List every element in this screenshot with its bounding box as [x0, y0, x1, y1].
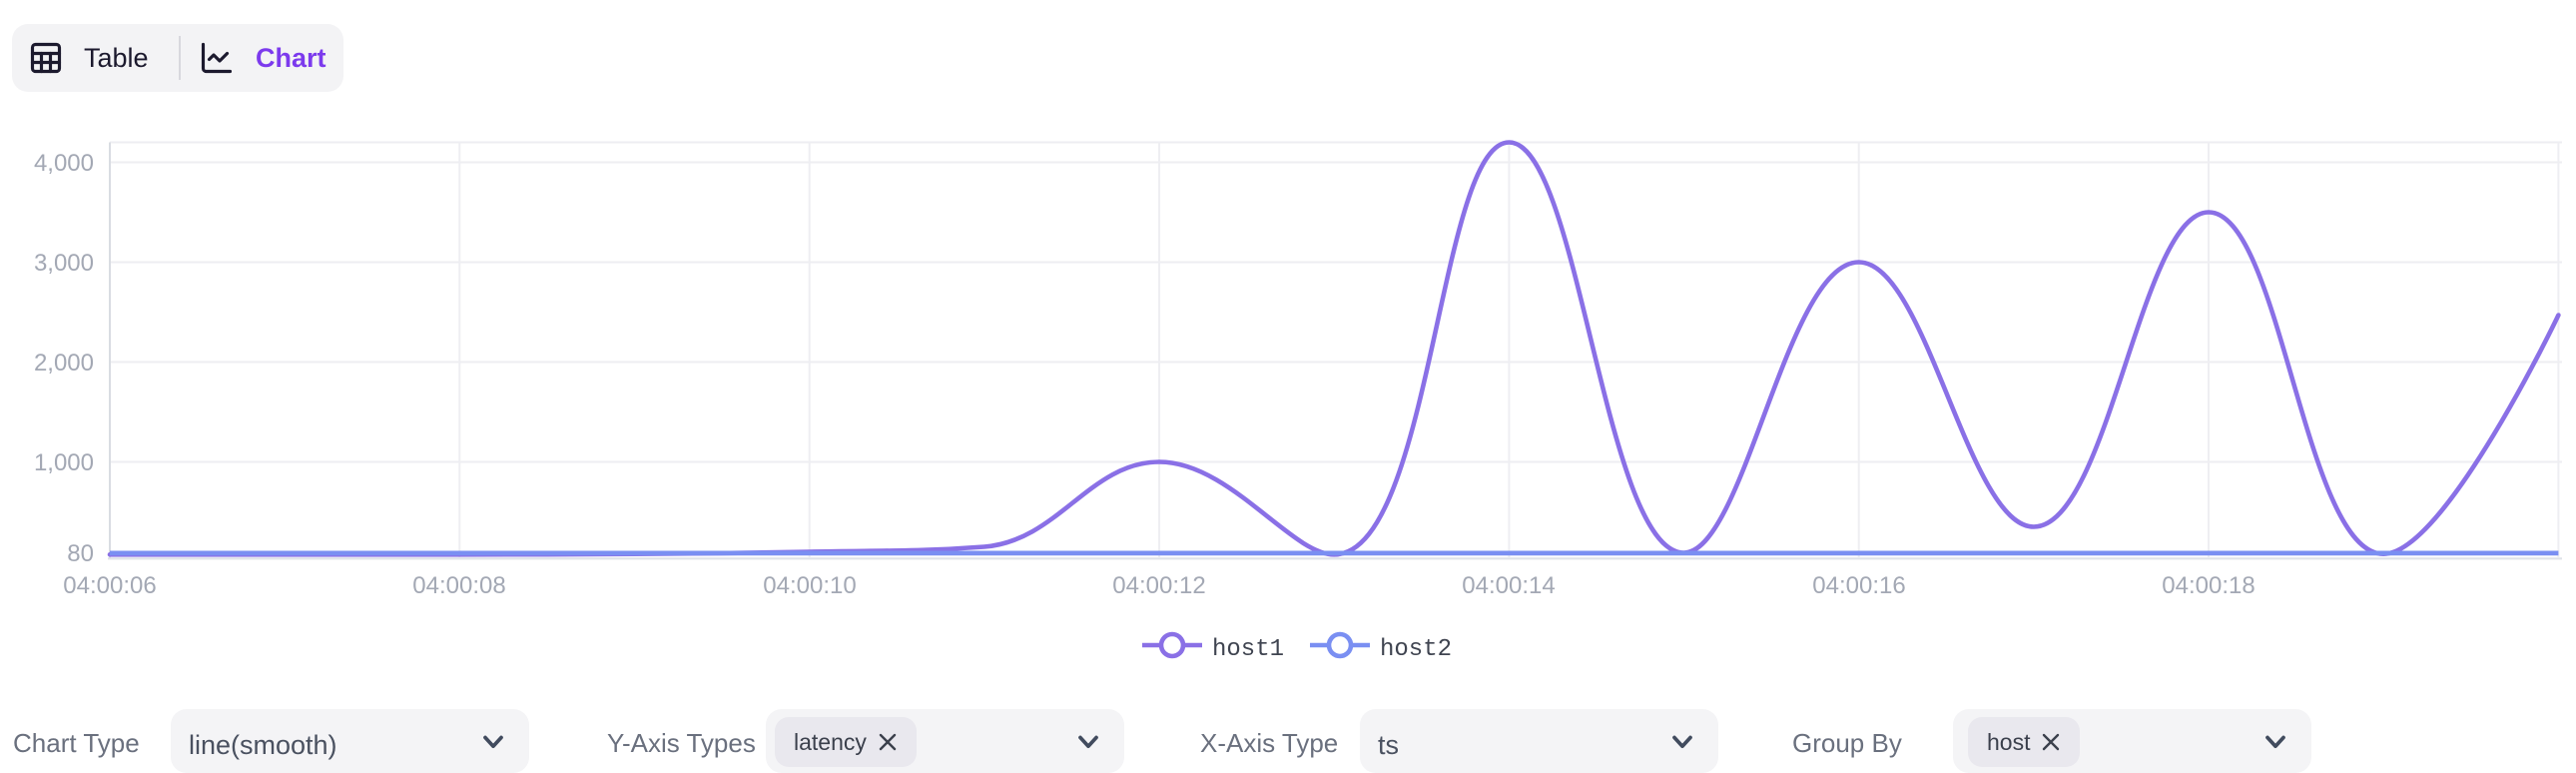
svg-text:04:00:08: 04:00:08 — [412, 572, 505, 599]
svg-text:4,000: 4,000 — [34, 150, 94, 177]
svg-text:04:00:16: 04:00:16 — [1812, 572, 1905, 599]
svg-text:04:00:18: 04:00:18 — [2162, 572, 2254, 599]
svg-text:80: 80 — [67, 540, 94, 567]
svg-text:1,000: 1,000 — [34, 449, 94, 476]
svg-text:3,000: 3,000 — [34, 250, 94, 277]
svg-text:04:00:10: 04:00:10 — [763, 572, 856, 599]
svg-text:04:00:06: 04:00:06 — [63, 572, 156, 599]
svg-text:04:00:14: 04:00:14 — [1462, 572, 1555, 599]
svg-text:host2: host2 — [1380, 636, 1452, 663]
svg-text:host1: host1 — [1212, 636, 1284, 663]
svg-text:2,000: 2,000 — [34, 350, 94, 377]
svg-text:04:00:12: 04:00:12 — [1112, 572, 1205, 599]
